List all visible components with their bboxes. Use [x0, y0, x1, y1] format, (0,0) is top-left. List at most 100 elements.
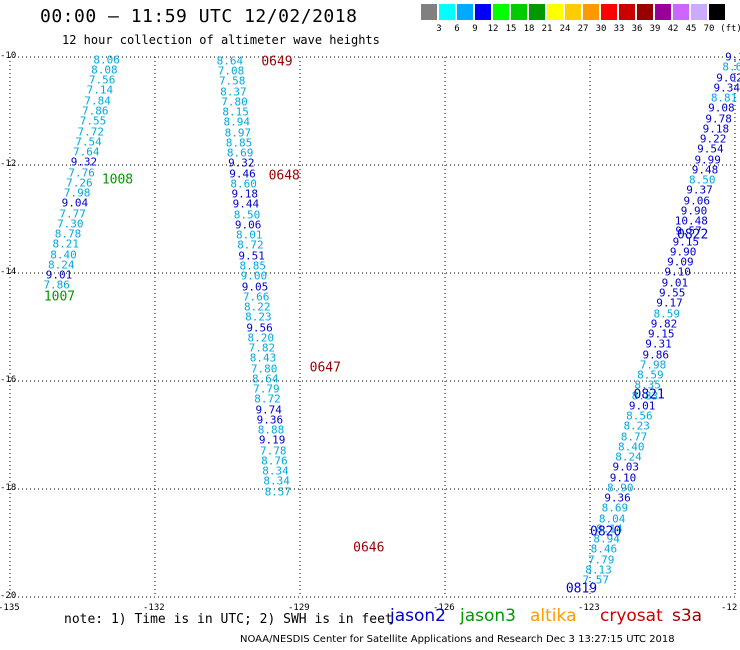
wave-height-point: 7.82 [248, 341, 276, 355]
wave-height-point: 8.57 [264, 485, 292, 499]
wave-height-point: 8.64 [252, 372, 279, 386]
legend-swatch [583, 4, 599, 20]
wave-height-point: 9.74 [255, 403, 282, 417]
wave-height-point: 8.08 [91, 63, 118, 77]
y-tick-label: -18 [0, 483, 17, 493]
wave-height-point: 7.72 [77, 125, 105, 139]
wave-height-point: 8.04 [598, 512, 626, 526]
wave-height-point: 8.43 [249, 351, 277, 365]
wave-height-point: 9.86 [642, 348, 670, 362]
wave-height-point: 9.82 [650, 317, 678, 331]
wave-height-point: 8.37 [220, 85, 247, 99]
wave-height-point: 7.84 [84, 94, 111, 108]
wave-height-point: 8.22 [244, 300, 271, 314]
legend-label: 18 [523, 24, 535, 34]
legend-label: 36 [631, 24, 643, 34]
wave-height-point: 9.46 [229, 167, 256, 181]
wave-height-point: 9.36 [604, 491, 631, 505]
wave-height-point: 9.08 [708, 101, 735, 115]
wave-height-point: 9.78 [705, 112, 732, 126]
x-tick-label: -123 [578, 603, 600, 613]
y-tick-label: -20 [0, 591, 17, 601]
wave-height-point: 9.15 [672, 235, 700, 249]
legend-label: 33 [613, 24, 625, 34]
wave-height-point: 9.34 [713, 81, 740, 95]
satellite-jason2: jason2 [390, 606, 446, 626]
wave-height-point: 9.51 [238, 249, 265, 263]
credit-line: NOAA/NESDIS Center for Satellite Applica… [240, 634, 675, 645]
wave-height-point: 7.79 [253, 382, 280, 396]
wave-height-point: 7.80 [221, 95, 248, 109]
wave-height-point: 8.59 [637, 368, 664, 382]
page-title: 00:00 – 11:59 UTC 12/02/2018 [40, 6, 358, 27]
wave-height-point: 8.81 [710, 91, 738, 105]
wave-height-point: 8.34 [262, 464, 289, 478]
wave-height-point: 8.24 [615, 450, 642, 464]
wave-height-point: 9.31 [645, 337, 672, 351]
x-tick-label: -129 [288, 603, 310, 613]
page-subtitle: 12 hour collection of altimeter wave hei… [62, 33, 380, 47]
wave-height-point: 8.24 [47, 258, 75, 272]
time-label: 0648 [268, 168, 300, 184]
wave-height-point: 9.32 [228, 156, 255, 170]
wave-height-point: 8.23 [623, 419, 650, 433]
y-tick-label: -10 [0, 51, 17, 61]
wave-height-point: 8.90 [607, 481, 634, 495]
y-tick-label: -16 [0, 375, 17, 385]
wave-height-point: 8.34 [263, 474, 290, 488]
wave-height-point: 9.03 [612, 460, 640, 474]
wave-height-point: 9.04 [61, 196, 89, 210]
wave-height-point: 7.80 [250, 362, 278, 376]
wave-height-point: 9.01 [45, 268, 73, 282]
legend-label: 3 [436, 24, 442, 34]
wave-height-point: 7.86 [43, 278, 70, 292]
wave-height-point: 8.72 [254, 392, 281, 406]
wave-height-point: 8.69 [226, 146, 254, 160]
legend-label: 6 [454, 24, 460, 34]
wave-height-point: 7.54 [75, 135, 102, 149]
x-tick-label: -126 [433, 603, 455, 613]
legend-swatch [601, 4, 617, 20]
wave-height-point: 7.76 [68, 166, 95, 180]
y-tick-label: -14 [0, 267, 17, 277]
wave-height-point: 8.15 [222, 105, 249, 119]
time-label: 0822 [677, 227, 709, 243]
wave-height-point: 9.17 [656, 296, 683, 310]
wave-height-point: 9.37 [686, 183, 713, 197]
wave-height-point: 7.58 [218, 74, 246, 88]
wave-height-point: 8.21 [52, 237, 80, 251]
wave-height-point: 8.35 [634, 378, 661, 392]
wave-height-point: 9.57 [675, 224, 702, 238]
legend-label: 30 [595, 24, 607, 34]
wave-height-point: 8.60 [230, 177, 257, 191]
satellite-cryosat: cryosat [600, 606, 663, 626]
wave-height-point: 8.40 [617, 440, 645, 454]
wave-height-point: 9.55 [658, 286, 686, 300]
legend-label: 39 [649, 24, 661, 34]
wave-height-point: 8.72 [237, 238, 264, 252]
wave-height-point: 7.08 [217, 64, 245, 78]
wave-height-point: 9.90 [669, 245, 697, 259]
wave-height-point: 8.94 [593, 532, 620, 546]
wave-height-point: 8.78 [54, 227, 82, 241]
wave-height-point: 7.78 [260, 444, 287, 458]
legend-label: 24 [559, 24, 571, 34]
legend-swatch [565, 4, 581, 20]
wave-height-point: 8.97 [224, 126, 252, 140]
wave-height-point: 9.15 [648, 327, 675, 341]
wave-height-point: 7.77 [59, 207, 86, 221]
wave-height-point: 7.98 [63, 186, 91, 200]
wave-height-point: 8.20 [247, 331, 274, 345]
wave-height-point: 9.10 [609, 471, 637, 485]
wave-height-point: 9.54 [697, 142, 724, 156]
wave-height-point: 9.3 [725, 50, 740, 64]
wave-height-point: 8.64 [216, 54, 244, 68]
wave-height-point: 8.59 [653, 307, 680, 320]
legend-label: 12 [487, 24, 499, 34]
legend-swatch [457, 4, 473, 20]
wave-height-point: 8.76 [261, 454, 288, 468]
satellite-jason3: jason3 [460, 606, 516, 626]
legend-swatch [529, 4, 545, 20]
wave-height-point: 7.56 [88, 73, 116, 87]
